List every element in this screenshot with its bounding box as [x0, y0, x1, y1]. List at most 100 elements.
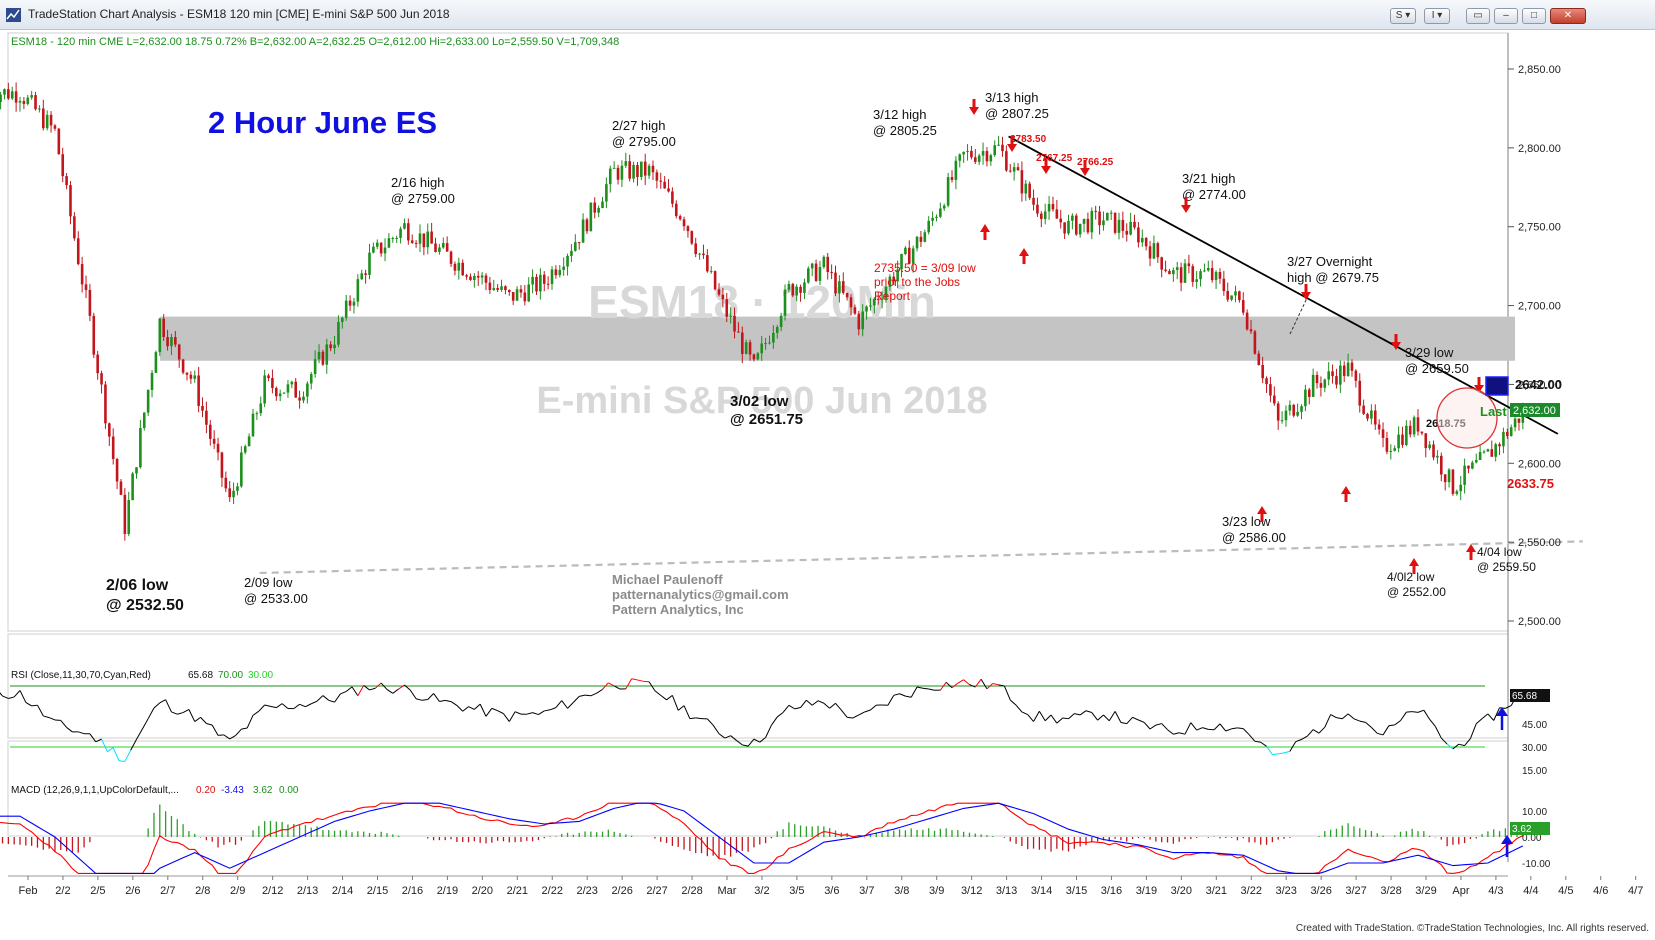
time-axis-label: 2/20: [472, 885, 493, 897]
candle: [108, 422, 111, 446]
rsi-segment: [893, 693, 900, 696]
candle: [946, 172, 950, 208]
candle: [907, 240, 911, 264]
candle: [445, 236, 449, 252]
rsi-segment: [89, 733, 97, 743]
rsi-segment: [706, 718, 714, 726]
candle: [1455, 489, 1459, 496]
annotation-0329-low-line1: 3/29 low: [1405, 345, 1454, 360]
candle: [344, 294, 348, 321]
candle: [935, 214, 938, 222]
close-window-button[interactable]: ✕: [1550, 8, 1586, 24]
macd-signal-line: [0, 802, 1524, 874]
rsi-segment: [1487, 713, 1495, 721]
rsi-segment: [1400, 711, 1407, 721]
candle: [294, 378, 298, 398]
annotation-0323-low-line1: 3/23 low: [1222, 514, 1271, 529]
time-axis-label: 3/15: [1066, 885, 1087, 897]
candle: [1350, 359, 1354, 377]
candle: [267, 373, 270, 382]
candle: [1253, 329, 1257, 355]
candle: [539, 268, 542, 300]
candle: [49, 111, 53, 133]
candle: [748, 339, 752, 361]
rsi-segment: [252, 710, 260, 716]
macd-up-arrow: [1501, 835, 1513, 857]
rsi-segment: [112, 747, 120, 761]
candle: [193, 370, 197, 383]
candle: [42, 99, 45, 131]
candle: [1339, 360, 1342, 394]
candle: [348, 295, 352, 312]
candle: [570, 244, 573, 262]
candle: [1055, 200, 1059, 219]
candle: [500, 279, 503, 292]
rsi-segment: [730, 735, 737, 741]
candle: [1199, 268, 1202, 287]
detach-window-button[interactable]: ▭: [1466, 8, 1490, 24]
candle: [993, 140, 997, 157]
time-axis-label: 4/5: [1558, 885, 1573, 897]
candle: [896, 260, 899, 289]
annotation-0302-low-line2: @ 2651.75: [730, 411, 803, 428]
candle: [1436, 450, 1439, 464]
candle: [1474, 453, 1478, 464]
rsi-segment: [1155, 723, 1162, 726]
candle: [341, 316, 344, 329]
style-menu-button[interactable]: S ▾: [1390, 8, 1416, 24]
insert-menu-button[interactable]: I ▾: [1424, 8, 1450, 24]
rsi-segment: [159, 699, 166, 704]
time-axis-label: 3/27: [1345, 885, 1366, 897]
candle: [123, 488, 127, 541]
candle: [1478, 443, 1482, 460]
rsi-segment: [474, 703, 481, 710]
rsi-segment: [153, 702, 161, 709]
candle: [1354, 369, 1358, 388]
candle: [329, 341, 332, 352]
minimize-button[interactable]: –: [1494, 8, 1518, 24]
maximize-button[interactable]: □: [1522, 8, 1546, 24]
candle: [663, 176, 666, 189]
candle: [818, 260, 822, 285]
rsi-segment: [223, 734, 230, 740]
candle: [1498, 442, 1501, 456]
rsi-segment: [811, 700, 819, 706]
candle: [585, 217, 589, 235]
candle: [752, 353, 756, 362]
rsi-segment: [1475, 718, 1483, 725]
rsi-segment: [31, 704, 38, 707]
candle: [220, 451, 224, 487]
rsi-segment: [1341, 713, 1349, 720]
candle: [950, 170, 954, 183]
chart-canvas[interactable]: ESM18 · 120Min E-mini S&P 500 Jun 2018 E…: [0, 30, 1655, 918]
rsi-segment: [1161, 723, 1168, 731]
candle: [80, 256, 84, 293]
rsi-segment: [829, 702, 836, 709]
candle: [177, 343, 181, 368]
red-down-arrow: [1080, 160, 1090, 176]
time-axis-label: Apr: [1452, 885, 1469, 897]
candle: [1168, 268, 1171, 275]
candle: [1020, 161, 1024, 202]
rsi-segment: [637, 679, 644, 682]
candle: [1214, 270, 1218, 289]
candle: [255, 411, 259, 420]
rsi-segment: [1260, 741, 1267, 747]
candle: [100, 370, 103, 394]
rsi-segment: [800, 699, 807, 708]
candle: [1482, 449, 1486, 454]
candle: [659, 172, 663, 189]
candle: [1280, 411, 1284, 424]
rsi-header-oversold: 30.00: [248, 670, 273, 681]
time-axis-label: 3/14: [1031, 885, 1052, 897]
rsi-segment: [590, 692, 597, 697]
candle: [142, 412, 146, 431]
overnight-leader-line: [1289, 295, 1309, 335]
candle: [473, 273, 476, 288]
candle: [1245, 309, 1249, 331]
candle: [1447, 468, 1451, 488]
time-axis-label: 4/3: [1488, 885, 1503, 897]
candle: [1459, 475, 1463, 501]
candle: [449, 250, 453, 267]
price-scale-label: 2,800.00: [1518, 143, 1561, 155]
